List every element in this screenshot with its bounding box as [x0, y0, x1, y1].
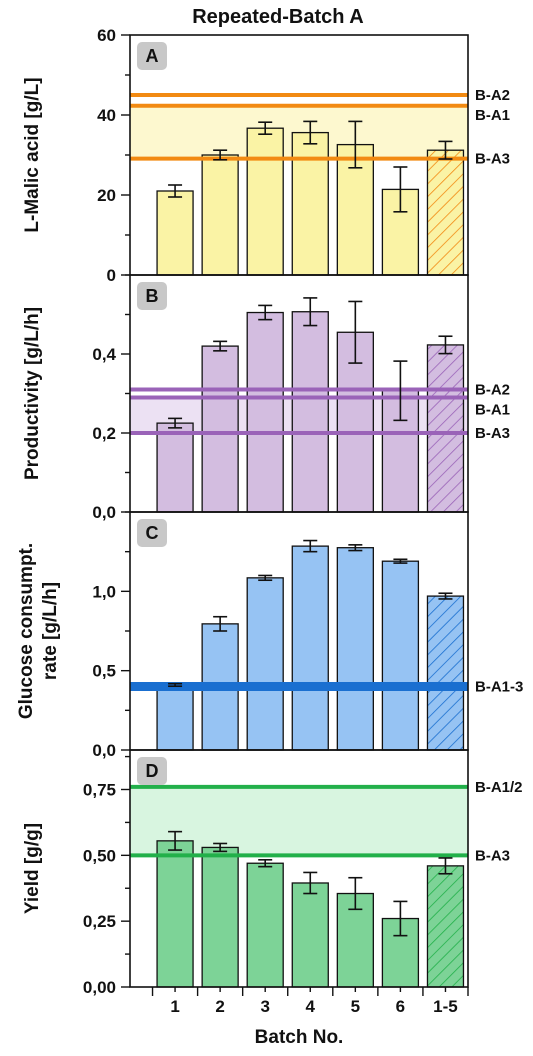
reference-label: B-A3 [475, 847, 510, 864]
panel-badge [137, 282, 167, 310]
panel-letter: C [146, 523, 159, 543]
bar-c-4 [291, 545, 329, 751]
y-tick-label: 0,2 [92, 424, 116, 443]
panel-letter: B [146, 286, 159, 306]
y-axis-title: Yield [g/g] [22, 823, 43, 914]
y-axis-title: Glucose consumpt. [16, 543, 37, 719]
bar-c-3 [246, 577, 284, 751]
reference-label: B-A3 [475, 425, 510, 442]
reference-label: B-A3 [475, 151, 510, 168]
reference-label: B-A1 [475, 402, 510, 419]
bar-d-1-5 [426, 865, 465, 988]
bar-b-2 [201, 345, 239, 513]
bar-d-3 [246, 862, 284, 988]
y-tick-label: 60 [97, 26, 116, 45]
bar-b-4 [291, 311, 329, 513]
reference-label: B-A2 [475, 87, 510, 104]
y-tick-label: 0,50 [83, 846, 116, 865]
x-axis-title: Batch No. [255, 1027, 344, 1048]
y-tick-label: 40 [97, 106, 116, 125]
bar-c-5 [336, 547, 374, 751]
panel-b: 0,0 0,2 0,4 B-A2 B-A1 B-A3 B Productivity [g/L/… [22, 274, 510, 522]
y-tick-label: 0,00 [83, 978, 116, 997]
panel-a: 0 20 40 60 B-A2 B-A1 B-A3 A L-Malic acid [g/L] [22, 26, 510, 285]
panel-letter: A [146, 46, 159, 66]
y-axis-title: rate [g/L/h] [40, 582, 61, 680]
panel-badge [137, 519, 167, 547]
panel-c: 0,0 0,5 1,0 B-A1-3 C Glucose consumpt. rate [g… [16, 511, 523, 760]
x-tick-label: 4 [306, 997, 316, 1016]
reference-label: B-A1 [475, 107, 510, 124]
x-tick-label: 2 [215, 997, 224, 1016]
panel-badge [137, 757, 167, 785]
y-axis-title: Productivity [g/L/h] [22, 307, 43, 480]
reference-label: B-A2 [475, 382, 510, 399]
bar-c-1 [156, 684, 194, 751]
x-tick-label: 1-5 [433, 997, 458, 1016]
y-tick-label: 0 [107, 266, 116, 285]
x-tick-label: 5 [351, 997, 360, 1016]
bar-b-3 [246, 311, 284, 513]
figure-title: Repeated-Batch A [192, 6, 364, 28]
y-axis-title: L-Malic acid [g/L] [22, 77, 43, 232]
reference-label: B-A1-3 [475, 679, 523, 696]
y-tick-label: 0,25 [83, 912, 116, 931]
bar-d-1 [156, 840, 194, 988]
panel-frame [129, 749, 469, 988]
bar-a-4 [291, 131, 329, 276]
bar-d-4 [291, 882, 329, 988]
x-tick-label: 3 [260, 997, 269, 1016]
reference-label: B-A1/2 [475, 779, 523, 796]
x-tick-label: 1 [170, 997, 179, 1016]
bar-a-2 [201, 154, 239, 276]
panel-letter: D [146, 761, 159, 781]
y-tick-label: 0,0 [92, 741, 116, 760]
panel-d: 0,00 0,25 0,50 0,75 B-A1/2 B-A3 D Yield [g/g] [22, 749, 523, 997]
y-tick-label: 1,0 [92, 582, 116, 601]
bar-c-1-5 [426, 595, 465, 751]
bar-b-1-5 [426, 344, 465, 513]
bar-a-3 [246, 127, 284, 276]
y-tick-label: 0,0 [92, 503, 116, 522]
y-tick-label: 0,75 [83, 781, 116, 800]
y-tick-label: 20 [97, 186, 116, 205]
bar-b-1 [156, 422, 194, 513]
panel-badge [137, 42, 167, 70]
bar-a-1-5 [426, 149, 465, 276]
bar-a-1 [156, 190, 194, 276]
bar-d-2 [201, 846, 239, 988]
bar-c-6 [381, 560, 420, 751]
y-tick-label: 0,4 [92, 345, 116, 364]
y-tick-label: 0,5 [92, 662, 116, 681]
x-tick-label: 6 [396, 997, 405, 1016]
